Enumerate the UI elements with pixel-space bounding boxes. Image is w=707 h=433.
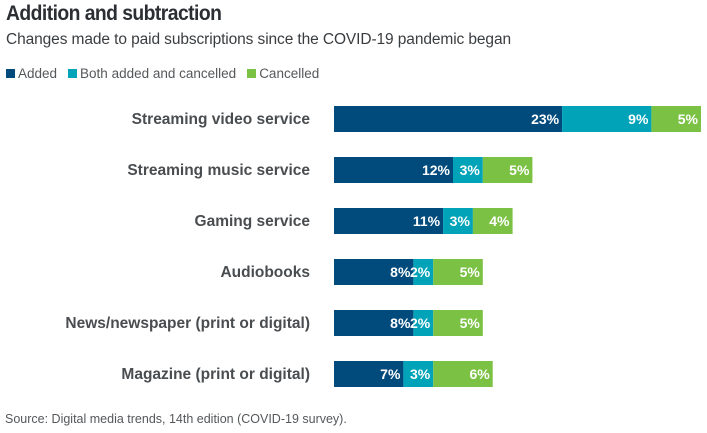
legend-item-both: Both added and cancelled [68,66,236,81]
chart-subtitle: Changes made to paid subscriptions since… [6,31,511,48]
bar-segment-added [334,106,563,132]
bar-segment-cancelled [472,208,513,234]
value-label: 3% [460,162,481,178]
bar-segment-added [334,310,414,336]
bar-segment-both [453,157,483,183]
value-label: 3% [410,366,431,382]
legend-label-both: Both added and cancelled [80,66,237,81]
value-label: 5% [509,162,530,178]
bar-segment-both [413,310,434,336]
category-label: Streaming music service [127,162,310,179]
bar-row: Streaming video service 23% 9% 5% [132,106,701,132]
value-label: 8% [390,315,411,331]
legend-item-cancelled: Cancelled [247,66,319,81]
bar-segment-added [334,361,404,387]
value-label: 2% [410,264,431,280]
bar-segment-cancelled [651,106,701,132]
value-label: 12% [422,162,451,178]
category-label: Gaming service [195,213,311,230]
value-label: 23% [531,111,560,127]
bar-segment-added [334,208,444,234]
bar-segment-both [403,361,434,387]
bar-segment-cancelled [482,157,533,183]
category-label: News/newspaper (print or digital) [65,315,310,332]
value-label: 7% [380,366,401,382]
value-label: 5% [678,111,699,127]
legend-swatch-added [6,69,15,78]
value-label: 3% [450,213,471,229]
value-label: 11% [413,213,441,229]
value-label: 6% [469,366,490,382]
legend-swatch-both [68,69,78,78]
bar-segment-both [413,259,434,285]
legend-item-added: Added [6,66,57,81]
source-note: Source: Digital media trends, 14th editi… [5,412,347,426]
bar-row: News/newspaper (print or digital) 8% 2% 5% [65,310,483,336]
category-label: Magazine (print or digital) [121,366,310,383]
legend: Added Both added and cancelled Cancelled [6,66,330,81]
value-label: 2% [410,315,431,331]
bar-row: Magazine (print or digital) 7% 3% 6% [121,361,493,387]
legend-swatch-cancelled [247,69,257,78]
bar-segment-both [562,106,652,132]
bar-segment-added [334,157,453,183]
bar-segment-both [443,208,473,234]
bar-segment-cancelled [433,310,483,336]
value-label: 8% [390,264,411,280]
value-label: 9% [628,111,649,127]
value-label: 5% [460,315,481,331]
bar-segment-cancelled [433,361,493,387]
category-label: Streaming video service [132,111,311,128]
value-label: 4% [489,213,510,229]
legend-label-cancelled: Cancelled [259,66,320,81]
bar-row: Audiobooks 8% 2% 5% [220,259,483,285]
bar-segment-cancelled [433,259,483,285]
value-label: 5% [460,264,481,280]
bar-segment-added [334,259,414,285]
legend-label-added: Added [18,66,58,81]
category-label: Audiobooks [220,264,310,281]
bar-row: Gaming service 11% 3% 4% [195,208,513,234]
bar-row: Streaming music service 12% 3% 5% [127,157,533,183]
chart-title: Addition and subtraction [6,2,222,25]
